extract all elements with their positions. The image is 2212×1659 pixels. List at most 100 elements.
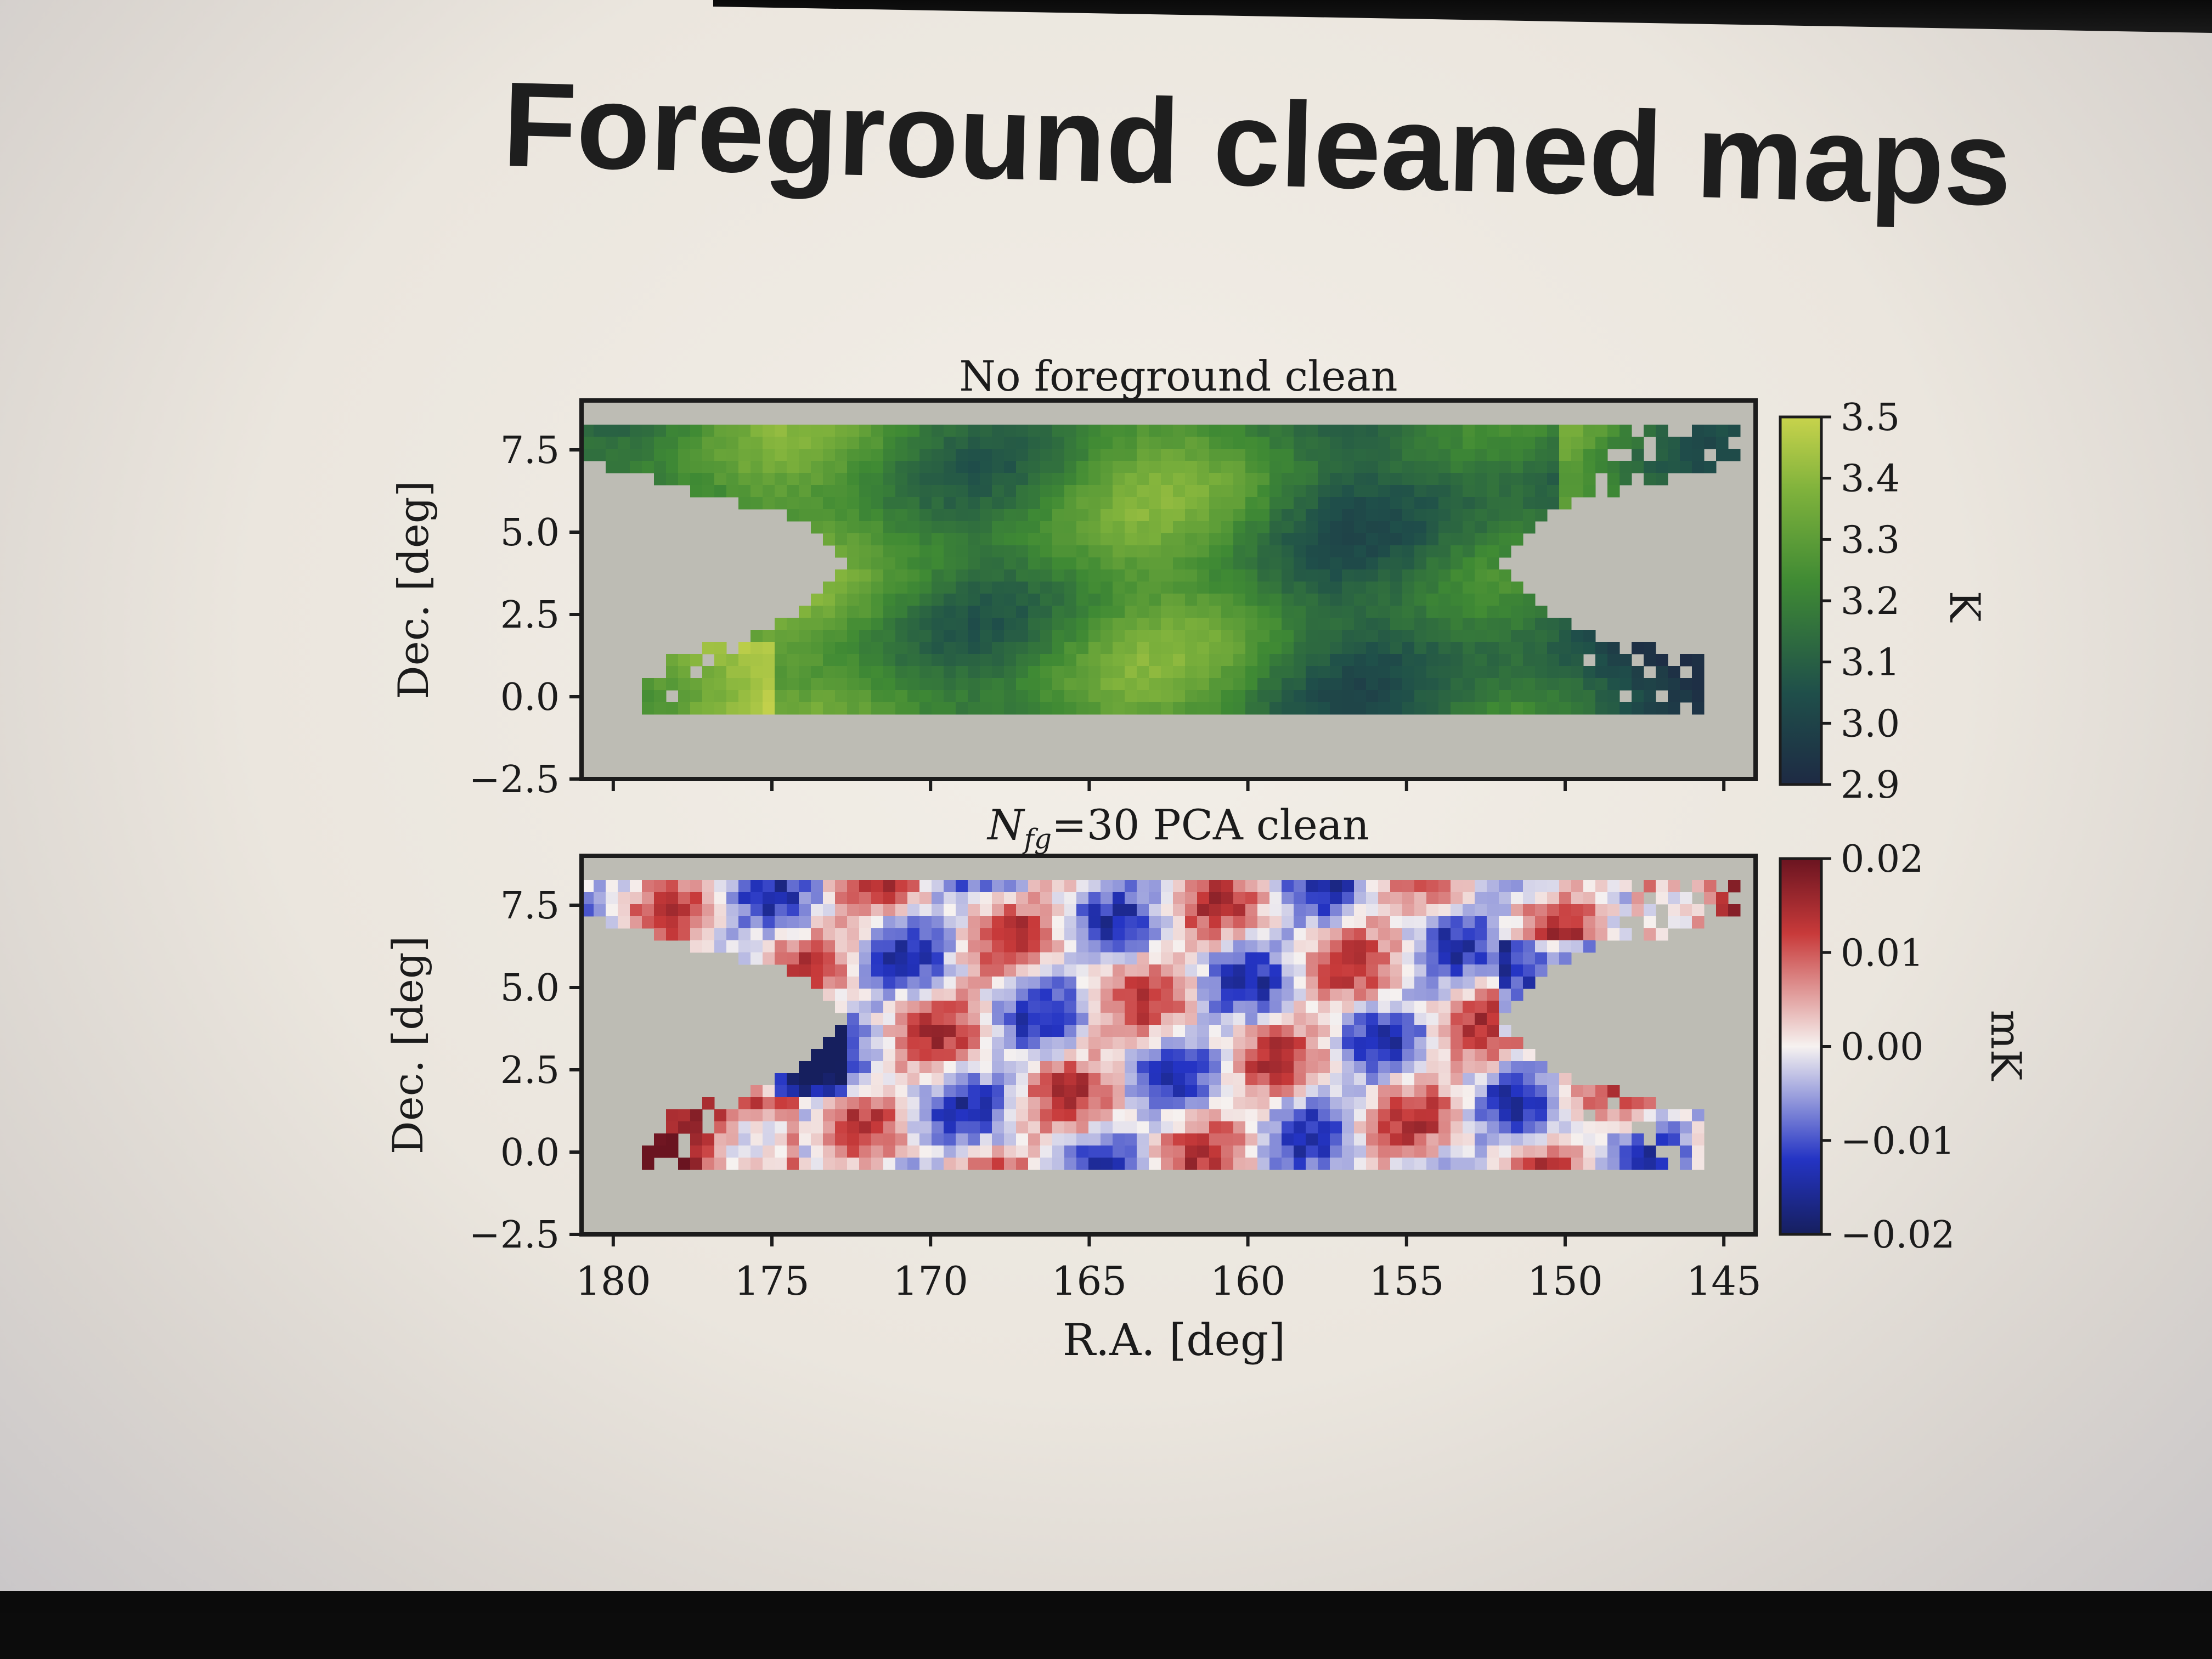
top-map-cell bbox=[1342, 606, 1355, 618]
top-map-cell bbox=[1342, 545, 1355, 558]
top-map-cell bbox=[871, 497, 884, 510]
bottom-map-cell bbox=[1668, 1109, 1680, 1122]
top-map-cell bbox=[883, 678, 896, 691]
top-map-cell bbox=[1257, 690, 1270, 703]
top-map-cell bbox=[847, 533, 860, 546]
top-map-cell bbox=[1366, 461, 1379, 473]
top-map-cell bbox=[1028, 666, 1041, 679]
bottom-map-cell bbox=[1185, 940, 1198, 953]
bottom-map-cell bbox=[992, 977, 1005, 989]
top-map-cell bbox=[907, 497, 920, 510]
bottom-map-cell bbox=[1052, 1073, 1065, 1086]
bottom-map-cell bbox=[787, 1121, 799, 1134]
top-map-cell bbox=[1185, 678, 1198, 691]
top-map-cell bbox=[1390, 437, 1403, 449]
top-map-cell bbox=[811, 594, 823, 606]
bottom-map-cell bbox=[1137, 1109, 1149, 1122]
bottom-map-cell bbox=[1137, 1001, 1149, 1013]
top-map-cell bbox=[932, 545, 944, 558]
bottom-map-cell bbox=[823, 928, 836, 941]
top-map-cell bbox=[1390, 630, 1403, 642]
top-map-cell bbox=[1197, 702, 1210, 715]
bottom-map-cell bbox=[956, 1013, 968, 1025]
bottom-map-cell bbox=[1282, 880, 1294, 893]
top-map-cell bbox=[1426, 642, 1439, 654]
bottom-map-cell bbox=[1438, 1013, 1451, 1025]
top-map-cell bbox=[606, 425, 618, 437]
bottom-map-cell bbox=[1716, 892, 1729, 905]
top-map-cell bbox=[799, 437, 811, 449]
bottom-map-cell bbox=[1463, 1049, 1475, 1062]
bottom-map-cell bbox=[582, 880, 594, 893]
top-map-cell bbox=[1378, 618, 1391, 630]
bottom-map-cell bbox=[1149, 940, 1161, 953]
top-map-cell bbox=[1269, 606, 1282, 618]
top-map-cell bbox=[1330, 569, 1342, 582]
top-map-cell bbox=[1559, 425, 1572, 437]
bottom-map-cell bbox=[1016, 1001, 1029, 1013]
bottom-map-cell bbox=[1294, 977, 1306, 989]
bottom-map-cell bbox=[1620, 880, 1632, 893]
top-map-cell bbox=[1257, 654, 1270, 667]
bottom-map-cell bbox=[1221, 1013, 1234, 1025]
top-map-cell bbox=[1402, 509, 1415, 522]
top-map-cell bbox=[1306, 521, 1318, 534]
bottom-map-cell bbox=[1016, 1133, 1029, 1146]
top-map-cell bbox=[1101, 606, 1113, 618]
top-map-cell bbox=[1607, 702, 1620, 715]
bottom-map-cell bbox=[1245, 1121, 1258, 1134]
bottom-map-cell bbox=[907, 1049, 920, 1062]
top-map-cell bbox=[1402, 690, 1415, 703]
top-map-cell bbox=[1716, 425, 1729, 437]
bottom-map-cell bbox=[847, 1158, 860, 1170]
top-map-cell bbox=[1149, 449, 1161, 461]
top-map-cell bbox=[1306, 678, 1318, 691]
bottom-map-cell bbox=[1197, 940, 1210, 953]
top-map-cell bbox=[1499, 618, 1511, 630]
bottom-map-cell bbox=[980, 904, 992, 917]
top-map-cell bbox=[1101, 569, 1113, 582]
top-map-cell bbox=[1644, 425, 1656, 437]
top-map-cell bbox=[932, 630, 944, 642]
bottom-map-cell bbox=[714, 940, 727, 953]
bottom-map-cell bbox=[1113, 1121, 1125, 1134]
top-map-cell bbox=[1475, 509, 1487, 522]
bottom-map-cell bbox=[1511, 1097, 1523, 1110]
bottom-map-cell bbox=[618, 916, 630, 929]
top-map-cell bbox=[980, 509, 992, 522]
bottom-map-cell bbox=[690, 928, 703, 941]
bottom-map-cell bbox=[1076, 977, 1089, 989]
bottom-map-cell bbox=[1426, 1001, 1439, 1013]
bottom-map-cell bbox=[883, 928, 896, 941]
top-map-cell bbox=[1028, 449, 1041, 461]
bottom-map-cell bbox=[835, 1001, 848, 1013]
bottom-map-cell bbox=[1644, 928, 1656, 941]
bottom-map-cell bbox=[883, 1001, 896, 1013]
bottom-map-cell bbox=[1620, 1158, 1632, 1170]
bottom-map-cell bbox=[1547, 904, 1560, 917]
top-map-cell bbox=[907, 437, 920, 449]
bottom-map-cell bbox=[1499, 964, 1511, 977]
bottom-map-cell bbox=[932, 1061, 944, 1074]
top-map-cell bbox=[847, 473, 860, 486]
bottom-map-cell bbox=[907, 1037, 920, 1049]
top-map-cell bbox=[1149, 690, 1161, 703]
top-map-cell bbox=[980, 702, 992, 715]
top-map-cell bbox=[1692, 666, 1705, 679]
top-map-cell bbox=[1028, 533, 1041, 546]
top-map-cell bbox=[1185, 473, 1198, 486]
bottom-map-cell bbox=[1366, 1133, 1379, 1146]
top-map-cell bbox=[582, 425, 594, 437]
bottom-map-cell bbox=[1390, 952, 1403, 965]
bottom-map-cell bbox=[847, 940, 860, 953]
top-map-cell bbox=[932, 666, 944, 679]
top-map-cell bbox=[1088, 594, 1101, 606]
bottom-map-cell bbox=[919, 940, 932, 953]
bottom-map-cell bbox=[1366, 1097, 1379, 1110]
bottom-map-cell bbox=[1583, 1158, 1596, 1170]
top-map-cell bbox=[1318, 690, 1330, 703]
bottom-map-cell bbox=[1197, 1085, 1210, 1098]
bottom-map-cell bbox=[1233, 977, 1246, 989]
top-map-cell bbox=[1257, 642, 1270, 654]
bottom-map-cell bbox=[895, 904, 908, 917]
